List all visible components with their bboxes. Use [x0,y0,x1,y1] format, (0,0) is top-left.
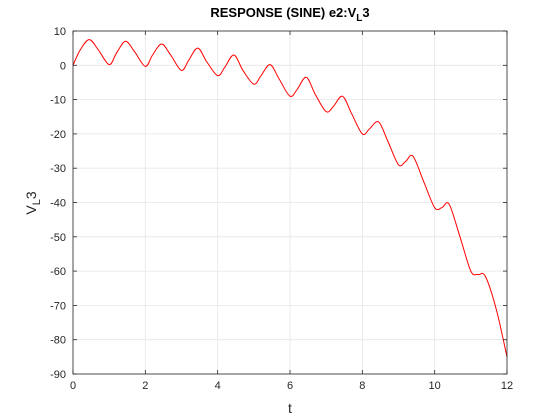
x-tick-label: 0 [70,380,76,392]
x-tick-label: 12 [501,380,513,392]
y-tick-label: -90 [50,369,66,381]
chart-title: RESPONSE (SINE) e2:VL3 [210,5,369,24]
tick-labels: 0 2 4 6 8 10 12 10 0 -10 -20 -30 -40 -50 -60 -70 -80 -90 [50,26,513,392]
y-tick-label: -60 [50,266,66,278]
x-tick-label: 6 [287,380,293,392]
x-tick-label: 10 [429,380,441,392]
y-tick-label: -40 [50,198,66,210]
x-axis-label: t [288,400,292,416]
series-line [72,39,508,357]
x-tick-label: 8 [359,380,365,392]
y-tick-label: 0 [60,60,66,72]
y-tick-label: -30 [50,163,66,175]
y-tick-label: -10 [50,95,66,107]
x-tick-label: 2 [142,380,148,392]
y-tick-label: -70 [50,300,66,312]
y-tick-label: 10 [54,26,66,38]
y-tick-label: -50 [50,232,66,244]
x-tick-label: 4 [215,380,221,392]
y-tick-label: -80 [50,335,66,347]
y-axis-label: VL3 [23,191,43,214]
series-group [72,39,508,357]
y-tick-label: -20 [50,129,66,141]
ticks [72,30,508,375]
